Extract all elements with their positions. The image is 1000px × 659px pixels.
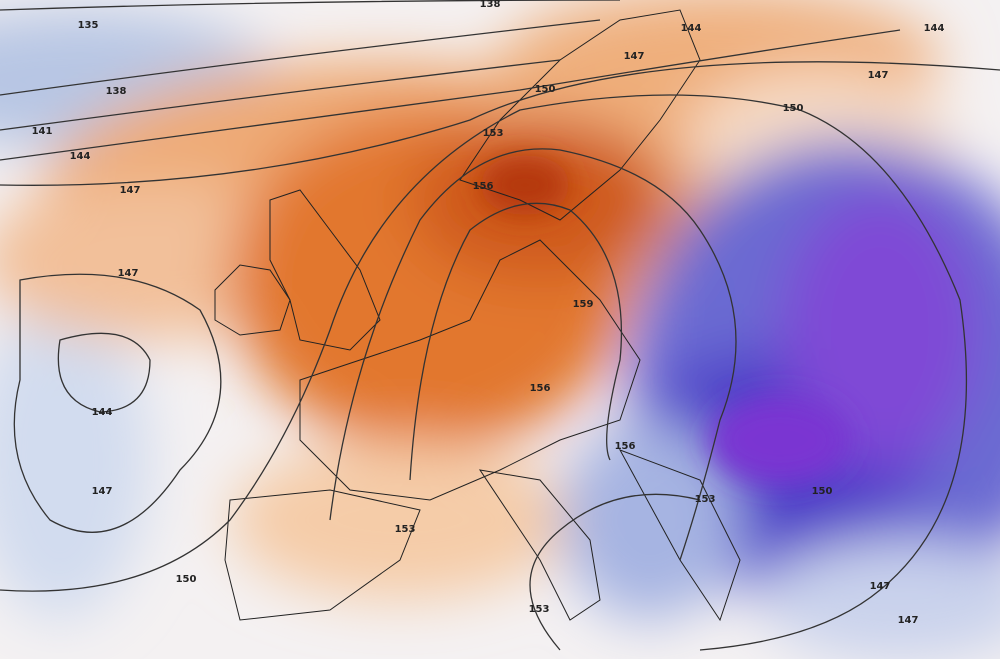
contour-label: 147 [92,486,113,497]
contour-label: 144 [924,23,945,34]
contour-labels: 135 138 138 141 144 147 147 144 147 150 150 153 156 1… [32,0,945,626]
contour-label: 138 [480,0,501,10]
contour-label: 156 [530,383,551,394]
contour-label: 159 [573,299,594,310]
contour-label: 153 [395,524,416,535]
contour-label: 144 [92,407,113,418]
contour-label: 141 [32,126,53,137]
anomaly-core [480,155,850,485]
contour-label: 147 [118,268,139,279]
coastlines [214,9,741,622]
contour-label: 150 [535,84,556,95]
contour-label: 147 [868,70,889,81]
contour-label: 153 [529,604,550,615]
contour-label: 153 [695,494,716,505]
contour-label: 135 [78,20,99,31]
contour-label: 147 [120,185,141,196]
contour-label: 156 [473,181,494,192]
contour-label: 147 [624,51,645,62]
contour-label: 156 [615,441,636,452]
contour-label: 150 [176,574,197,585]
contour-label: 144 [681,23,702,34]
contour-label: 147 [870,581,891,592]
contour-label: 150 [812,486,833,497]
contour-label: 144 [70,151,91,162]
contour-label: 150 [783,103,804,114]
contour-label: 138 [106,86,127,97]
contour-label: 153 [483,128,504,139]
contour-label: 147 [898,615,919,626]
